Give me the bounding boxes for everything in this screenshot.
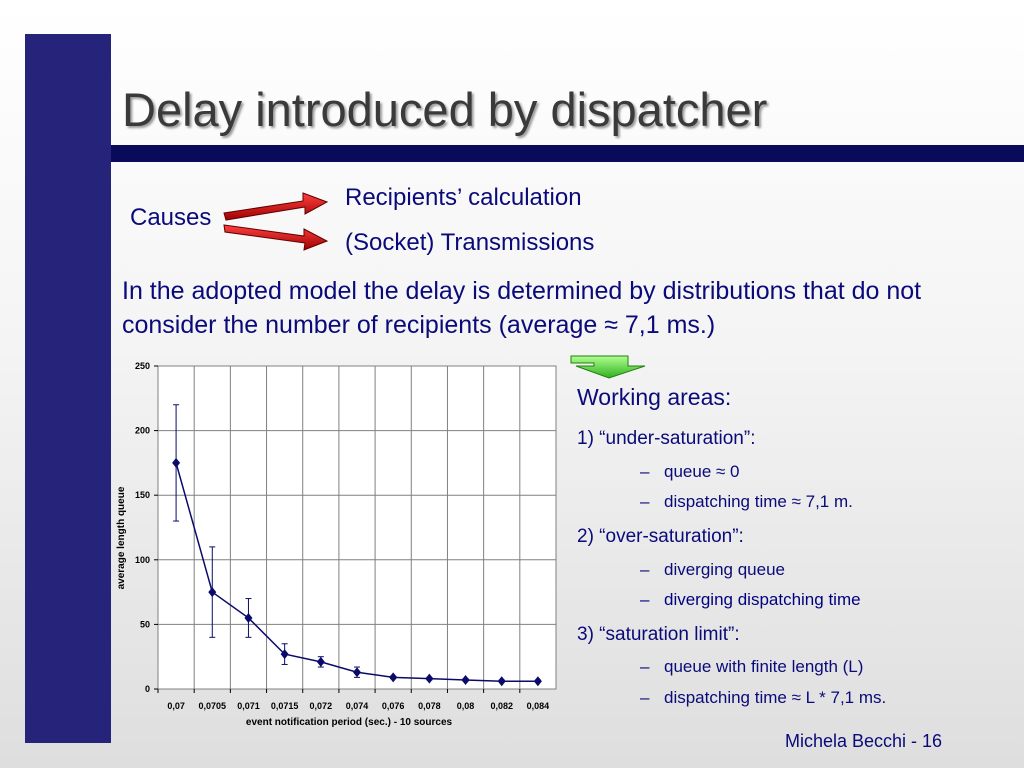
x-tick-label: 0,0715 — [271, 701, 299, 711]
cause-item-recipients: Recipients’ calculation — [345, 184, 582, 211]
y-tick-label: 100 — [135, 555, 150, 565]
data-point-marker — [425, 673, 434, 684]
y-tick-label: 200 — [135, 426, 150, 436]
plot-area — [157, 365, 557, 690]
x-tick-label: 0,084 — [527, 701, 550, 711]
x-axis-label: event notification period (sec.) - 10 so… — [246, 717, 453, 728]
left-accent-bar — [25, 34, 111, 743]
area-3-item-2: – dispatching time ≈ L * 7,1 ms. — [640, 688, 887, 707]
y-tick-label: 50 — [140, 619, 150, 629]
area-2-label: 2) “over-saturation”: — [577, 526, 744, 547]
area-1-item-1: – queue ≈ 0 — [640, 462, 740, 481]
area-2-item-1: – diverging queue — [640, 560, 785, 579]
y-tick-label: 150 — [135, 490, 150, 500]
data-point-marker — [533, 676, 542, 687]
footer-author-page: Michela Becchi - 16 — [785, 731, 943, 751]
data-point-marker — [497, 676, 506, 687]
x-tick-label: 0,08 — [457, 701, 475, 711]
slide-title: Delay introduced by dispatcher — [122, 83, 768, 136]
x-tick-label: 0,074 — [346, 701, 369, 711]
data-point-marker — [389, 672, 398, 683]
data-point-marker — [208, 587, 217, 598]
x-tick-label: 0,071 — [237, 701, 260, 711]
data-point-marker — [172, 457, 181, 468]
y-tick-label: 250 — [135, 361, 150, 371]
data-point-marker — [244, 612, 253, 623]
area-3-label: 3) “saturation limit”: — [577, 624, 740, 645]
causes-label: Causes — [130, 204, 212, 231]
area-1-label: 1) “under-saturation”: — [577, 428, 756, 449]
working-areas-title: Working areas: — [577, 384, 732, 410]
model-paragraph: In the adopted model the delay is determ… — [122, 277, 922, 339]
data-point-marker — [316, 656, 325, 667]
x-tick-label: 0,0705 — [199, 701, 227, 711]
x-tick-label: 0,082 — [490, 701, 513, 711]
data-point-marker — [280, 649, 289, 660]
x-tick-label: 0,07 — [167, 701, 185, 711]
cause-item-transmissions: (Socket) Transmissions — [345, 229, 595, 256]
area-2-item-2: – diverging dispatching time — [640, 590, 861, 609]
x-tick-label: 0,072 — [310, 701, 333, 711]
y-tick-label: 0 — [145, 684, 150, 694]
x-tick-label: 0,076 — [382, 701, 405, 711]
area-1-item-2: – dispatching time ≈ 7,1 m. — [640, 492, 853, 511]
data-point-marker — [461, 674, 470, 685]
x-tick-label: 0,078 — [418, 701, 441, 711]
y-axis-label: average length queue — [116, 486, 127, 589]
title-underline-bar — [111, 145, 1024, 162]
area-3-item-1: – queue with finite length (L) — [640, 657, 864, 676]
data-point-marker — [353, 667, 361, 678]
